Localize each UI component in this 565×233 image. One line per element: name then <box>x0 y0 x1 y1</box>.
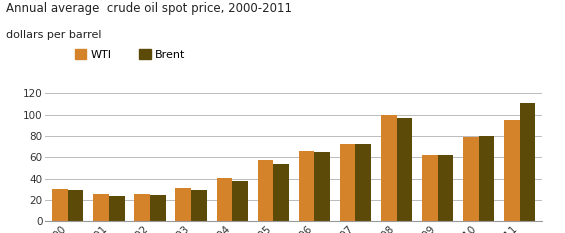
Bar <box>438 155 453 221</box>
Bar <box>68 190 84 221</box>
Bar <box>520 103 536 221</box>
Bar <box>258 161 273 221</box>
Bar <box>381 115 397 221</box>
Bar <box>340 144 355 221</box>
Bar <box>176 188 191 221</box>
Bar <box>273 164 289 221</box>
Bar <box>397 118 412 221</box>
Text: Annual average  crude oil spot price, 2000-2011: Annual average crude oil spot price, 200… <box>6 2 292 15</box>
Text: dollars per barrel: dollars per barrel <box>6 30 101 40</box>
Bar <box>314 152 330 221</box>
Bar <box>52 189 68 221</box>
Bar <box>216 178 232 221</box>
Legend: WTI, Brent: WTI, Brent <box>71 45 190 64</box>
Bar <box>355 144 371 221</box>
Bar <box>504 120 520 221</box>
Bar <box>93 194 109 221</box>
Bar <box>422 155 438 221</box>
Bar <box>150 195 166 221</box>
Bar <box>463 137 479 221</box>
Bar <box>134 194 150 221</box>
Bar <box>109 196 124 221</box>
Bar <box>191 190 207 221</box>
Bar <box>299 151 314 221</box>
Bar <box>232 181 248 221</box>
Bar <box>479 136 494 221</box>
